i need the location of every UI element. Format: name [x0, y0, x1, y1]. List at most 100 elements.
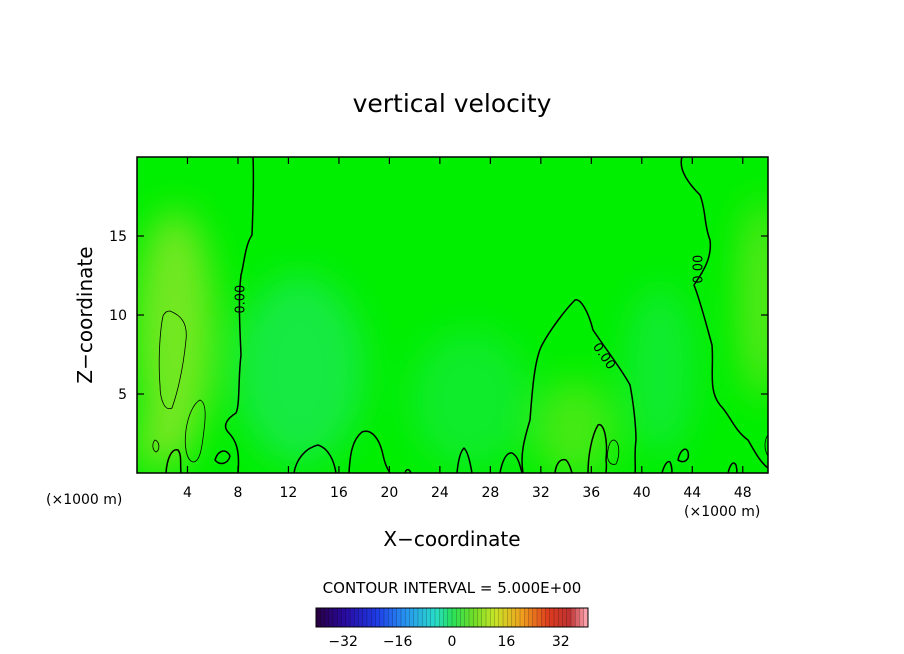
colorbar-cell — [401, 608, 406, 627]
x-tick-label: 24 — [431, 485, 449, 501]
colorbar-cell — [558, 608, 563, 627]
colorbar-cell — [473, 608, 478, 627]
contour-positive-right-low — [607, 439, 620, 465]
updraft-region-right — [535, 380, 615, 473]
colorbar-cell — [388, 608, 393, 627]
colorbar-cell — [537, 608, 542, 627]
colorbar-cell — [477, 608, 483, 627]
contour-zero-blob-9 — [727, 462, 738, 473]
downdraft-region-mid — [410, 330, 530, 470]
contour-zero-blob-10 — [165, 449, 182, 473]
colorbar-cell — [341, 608, 347, 627]
colorbar-cell — [350, 608, 355, 627]
colorbar-cell — [405, 608, 410, 627]
colorbar-cell — [486, 608, 491, 627]
contour-zero-blob-3 — [456, 447, 473, 473]
colorbar-cell — [422, 608, 427, 627]
x-tick-label: 8 — [233, 485, 242, 501]
colorbar-cell — [354, 608, 359, 627]
contour-label: 0.00 — [233, 285, 248, 314]
colorbar-cell — [396, 608, 402, 627]
chart-title: vertical velocity — [353, 89, 552, 118]
colorbar-cell — [456, 608, 461, 627]
colorbar-cell — [320, 608, 325, 627]
x-tick-label: 4 — [183, 485, 192, 501]
contour-zero-blob-2 — [348, 430, 391, 473]
x-axis: 4 8 12 16 20 24 28 32 36 40 44 48 — [183, 157, 752, 501]
contour-lines-positive — [152, 310, 768, 465]
colorbar-cell — [541, 608, 546, 627]
x-tick-label: 40 — [633, 485, 651, 501]
contour-positive-edge-left — [152, 439, 160, 453]
x-axis-unit-left: (×1000 m) — [46, 492, 122, 508]
colorbar-cell — [579, 608, 585, 627]
updraft-region-left — [137, 210, 215, 450]
contour-zero-center — [521, 299, 637, 473]
colorbar-cell — [316, 608, 321, 627]
colorbar-cell — [418, 608, 423, 627]
colorbar-cell — [494, 608, 500, 627]
contour-positive-left — [158, 310, 187, 410]
colorbar-cell — [324, 608, 330, 627]
colorbar-tick-label: 32 — [552, 634, 570, 650]
y-axis: 5 10 15 — [109, 229, 768, 403]
colorbar-cell — [409, 608, 415, 627]
colorbar-cell — [566, 608, 572, 627]
colorbar-cell — [520, 608, 525, 627]
contour-label: 0.00 — [692, 255, 707, 284]
y-axis-label: Z−coordinate — [73, 246, 97, 383]
contour-positive-edge-right — [764, 434, 768, 457]
colorbar-cell — [371, 608, 376, 627]
colorbar-cell — [426, 608, 432, 627]
contour-positive-left-low — [184, 399, 206, 463]
colorbar-ticks: −32 −16 0 16 32 — [328, 634, 569, 650]
colorbar-cell — [362, 608, 368, 627]
y-tick-label: 5 — [118, 387, 127, 403]
colorbar-cell — [460, 608, 466, 627]
x-axis-label: X−coordinate — [383, 527, 520, 551]
colorbar-cell — [498, 608, 504, 627]
contour-zero-blob-4 — [499, 452, 523, 473]
contour-zero-blob-12 — [404, 468, 412, 473]
contour-zero-left — [224, 157, 255, 473]
colorbar-cell — [392, 608, 398, 627]
contour-zero-blob-7 — [661, 460, 673, 473]
colorbar-cell — [333, 608, 338, 627]
colorbar-cell — [554, 608, 559, 627]
x-tick-label: 36 — [582, 485, 600, 501]
y-tick-label: 10 — [109, 308, 127, 324]
colorbar-cell — [481, 608, 487, 627]
contour-zero-right — [680, 157, 768, 469]
downdraft-region-center — [235, 275, 365, 465]
contour-zero-blob-11 — [214, 450, 231, 465]
colorbar-cell — [345, 608, 351, 627]
colorbar-cell — [443, 608, 449, 627]
colorbar-cell — [545, 608, 551, 627]
colorbar-tick-label: 16 — [497, 634, 515, 650]
colorbar-tick-label: −16 — [383, 634, 413, 650]
updraft-region-left-low — [137, 415, 190, 473]
y-tick-label: 15 — [109, 229, 127, 245]
x-tick-label: 48 — [734, 485, 752, 501]
colorbar-cell — [562, 608, 568, 627]
colorbar-cell — [571, 608, 576, 627]
colorbar-cell — [583, 608, 589, 627]
colorbar-cell — [549, 608, 555, 627]
contour-zero-blob-6 — [587, 424, 608, 473]
colorbar-cell — [328, 608, 334, 627]
updraft-region-edge — [740, 200, 768, 400]
colorbar-cell — [515, 608, 521, 627]
colorbar-cell — [367, 608, 372, 627]
colorbar-cell — [447, 608, 453, 627]
contour-interval-label: CONTOUR INTERVAL = 5.000E+00 — [323, 579, 582, 597]
colorbar-frame — [315, 607, 589, 628]
colorbar-tick-label: 0 — [448, 634, 457, 650]
colorbar-cell — [503, 608, 508, 627]
colorbar-cell — [375, 608, 381, 627]
colorbar-cell — [469, 608, 474, 627]
contour-zero-blob-8 — [677, 448, 690, 463]
downdraft-region-right — [625, 285, 695, 455]
colorbar-cell — [452, 608, 457, 627]
colorbar-cell — [464, 608, 470, 627]
